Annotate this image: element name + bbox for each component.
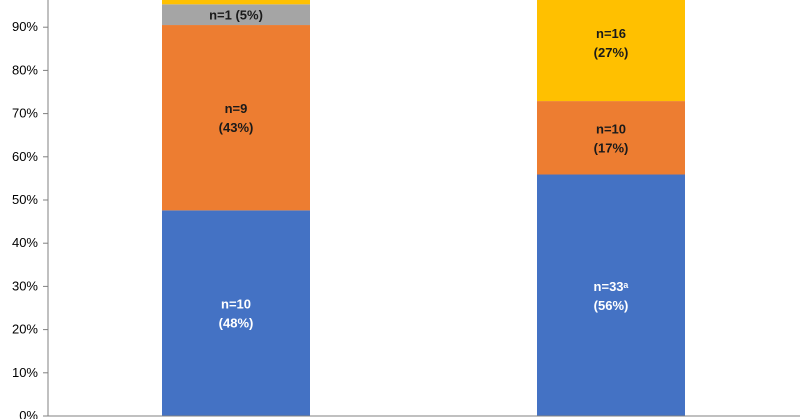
y-tick-label: 70% bbox=[12, 106, 38, 121]
data-label: n=33ᵃ bbox=[594, 279, 629, 294]
plot-area: n=10 (48%) n=9 (43%) n=1 (5%) n=33ᵃ (56%) n=10 (… bbox=[162, 0, 685, 416]
y-tick-label: 50% bbox=[12, 192, 38, 207]
bar-segment bbox=[537, 174, 685, 416]
y-tick-label: 10% bbox=[12, 365, 38, 380]
y-tick-label: 0% bbox=[19, 408, 38, 419]
data-label: n=10 bbox=[596, 121, 626, 136]
data-label: (17%) bbox=[594, 140, 629, 155]
y-tick-label: 90% bbox=[12, 19, 38, 34]
bar-segment bbox=[162, 0, 310, 5]
y-tick-label: 30% bbox=[12, 278, 38, 293]
y-tick-label: 40% bbox=[12, 235, 38, 250]
bar-segment bbox=[162, 4, 310, 26]
y-tick-label: 80% bbox=[12, 62, 38, 77]
data-label: (27%) bbox=[594, 45, 629, 60]
data-label: n=10 bbox=[221, 297, 251, 312]
y-tick-label: 20% bbox=[12, 322, 38, 337]
bar-segment bbox=[162, 210, 310, 416]
data-label: (43%) bbox=[219, 120, 254, 135]
data-label: n=1 (5%) bbox=[209, 8, 263, 23]
data-label: n=9 bbox=[225, 101, 248, 116]
y-tick-label: 60% bbox=[12, 149, 38, 164]
bar-segment bbox=[162, 25, 310, 211]
data-label: n=16 bbox=[596, 26, 626, 41]
data-label: (56%) bbox=[594, 298, 629, 313]
y-axis: 0% 10% 20% 30% 40% 50% 60% 70% 80% 90% bbox=[12, 19, 48, 419]
bar-segment bbox=[537, 0, 685, 102]
data-label: (48%) bbox=[219, 316, 254, 331]
bar-segment bbox=[537, 101, 685, 175]
